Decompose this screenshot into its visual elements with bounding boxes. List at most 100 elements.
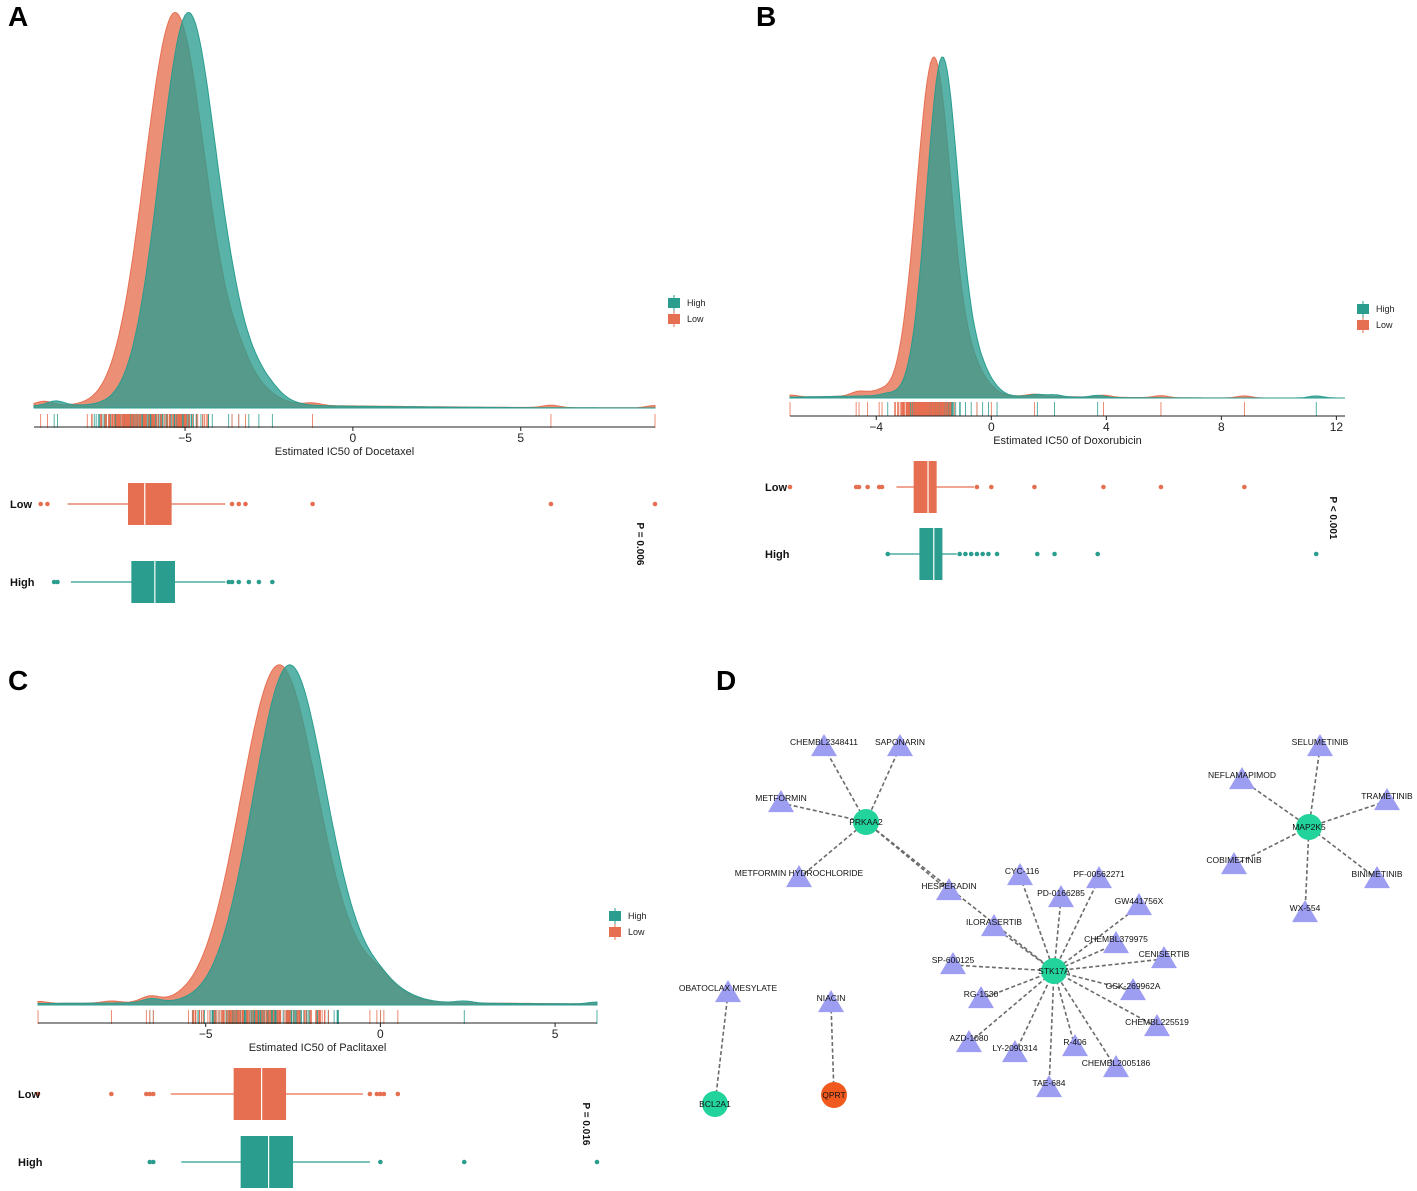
outlier-point bbox=[55, 579, 60, 585]
drug-node bbox=[1126, 893, 1152, 916]
drug-node bbox=[811, 734, 837, 757]
drug-label: GSK-269962A bbox=[1106, 981, 1161, 991]
gene-label: BCL2A1 bbox=[699, 1099, 731, 1109]
network-edge bbox=[865, 821, 1055, 972]
outlier-point bbox=[226, 579, 231, 585]
drug-node bbox=[1229, 767, 1255, 790]
network-edge bbox=[823, 746, 867, 823]
drug-node bbox=[715, 980, 741, 1003]
p-value: P < 0.001 bbox=[1327, 497, 1338, 540]
drug-label: LY-2090314 bbox=[993, 1043, 1038, 1053]
drug-node bbox=[936, 878, 962, 901]
density-high bbox=[33, 11, 656, 409]
outlier-point bbox=[994, 551, 1000, 557]
x-tick-label: 0 bbox=[377, 1027, 384, 1041]
x-tick-label: −5 bbox=[178, 431, 192, 445]
network-edge bbox=[968, 970, 1055, 1044]
network-edge bbox=[1308, 800, 1388, 828]
density-high bbox=[37, 664, 598, 1006]
network-edge bbox=[865, 821, 950, 892]
network-edge bbox=[714, 992, 729, 1105]
network-edge bbox=[1304, 826, 1310, 914]
drug-node bbox=[1144, 1014, 1170, 1037]
drug-label: HESPERADIN bbox=[921, 881, 976, 891]
drug-label: RG-1530 bbox=[964, 989, 999, 999]
outlier-point bbox=[378, 1091, 383, 1097]
x-tick-label: 12 bbox=[1330, 420, 1344, 434]
x-axis-title: Estimated IC50 of Docetaxel bbox=[275, 446, 414, 458]
network-edge bbox=[1308, 826, 1378, 880]
outlier-point bbox=[461, 1159, 467, 1165]
panel-label: C bbox=[8, 665, 28, 696]
outlier-point bbox=[652, 501, 658, 507]
x-axis-title: Estimated IC50 of Paclitaxel bbox=[249, 1042, 387, 1054]
drug-node bbox=[1307, 734, 1333, 757]
x-axis-title: Estimated IC50 of Doxorubicin bbox=[993, 435, 1142, 447]
outlier-point bbox=[974, 484, 980, 490]
network-edge bbox=[865, 746, 901, 823]
outlier-point bbox=[980, 551, 985, 557]
outlier-point bbox=[1035, 551, 1040, 557]
outlier-point bbox=[885, 551, 891, 557]
drug-label: NEFLAMAPIMOD bbox=[1208, 770, 1276, 780]
gene-node bbox=[702, 1091, 728, 1117]
outlier-point bbox=[144, 1091, 149, 1097]
network-edge bbox=[830, 1002, 835, 1096]
drug-node bbox=[1120, 978, 1146, 1001]
drug-label: CYC-116 bbox=[1005, 866, 1040, 876]
gene-label: QPRT bbox=[822, 1090, 845, 1100]
drug-label: CHEMBL225519 bbox=[1125, 1017, 1189, 1027]
drug-node bbox=[1036, 1075, 1062, 1098]
outlier-point bbox=[45, 501, 50, 507]
outlier-point bbox=[109, 1091, 114, 1097]
drug-node bbox=[968, 986, 994, 1009]
gene-label: STK17A bbox=[1038, 966, 1070, 976]
drug-label: CHEMBL2005186 bbox=[1082, 1058, 1151, 1068]
network-edge bbox=[1053, 970, 1158, 1028]
drug-node bbox=[1086, 866, 1112, 889]
outlier-point bbox=[856, 484, 862, 490]
network-edge bbox=[1053, 970, 1076, 1048]
group-label-low: Low bbox=[18, 1089, 40, 1101]
network-edge bbox=[1019, 875, 1055, 972]
drug-node bbox=[956, 1030, 982, 1053]
drug-label: NIACIN bbox=[817, 993, 846, 1003]
group-label-high: High bbox=[765, 549, 790, 561]
outlier-point bbox=[256, 579, 262, 585]
drug-label: METFORMIN HYDROCHLORIDE bbox=[735, 868, 864, 878]
drug-label: TAE-684 bbox=[1033, 1078, 1066, 1088]
density-high bbox=[789, 56, 1345, 399]
network-edge bbox=[1053, 878, 1100, 972]
x-tick-label: 5 bbox=[517, 431, 524, 445]
network-edge bbox=[980, 970, 1055, 1000]
drug-node bbox=[1007, 863, 1033, 886]
network-edge bbox=[1233, 826, 1310, 866]
network-edge bbox=[952, 964, 1055, 972]
drug-node bbox=[940, 952, 966, 975]
group-label-high: High bbox=[18, 1157, 43, 1169]
density-low bbox=[789, 56, 1345, 399]
drug-node bbox=[1062, 1034, 1088, 1057]
outlier-point bbox=[974, 551, 980, 557]
x-tick-label: 5 bbox=[552, 1027, 559, 1041]
x-tick-label: 4 bbox=[1103, 420, 1110, 434]
network-edge bbox=[1053, 970, 1134, 992]
group-label-low: Low bbox=[765, 482, 787, 494]
outlier-point bbox=[236, 579, 242, 585]
gene-node bbox=[1041, 958, 1067, 984]
drug-node bbox=[1292, 900, 1318, 923]
outlier-point bbox=[229, 501, 235, 507]
drug-label: TRAMETINIB bbox=[1361, 791, 1413, 801]
legend-label: High bbox=[687, 298, 706, 308]
outlier-point bbox=[1052, 551, 1057, 557]
outlier-point bbox=[378, 1159, 383, 1165]
outlier-point bbox=[594, 1159, 600, 1165]
gene-label: MAP2K5 bbox=[1292, 822, 1326, 832]
drug-label: COBIMETINIB bbox=[1206, 855, 1262, 865]
network-edge bbox=[1053, 905, 1140, 972]
outlier-point bbox=[367, 1091, 373, 1097]
network-edge bbox=[1053, 958, 1165, 972]
x-tick-label: 0 bbox=[988, 420, 995, 434]
panel-label: B bbox=[756, 1, 776, 32]
x-tick-label: −5 bbox=[199, 1027, 213, 1041]
